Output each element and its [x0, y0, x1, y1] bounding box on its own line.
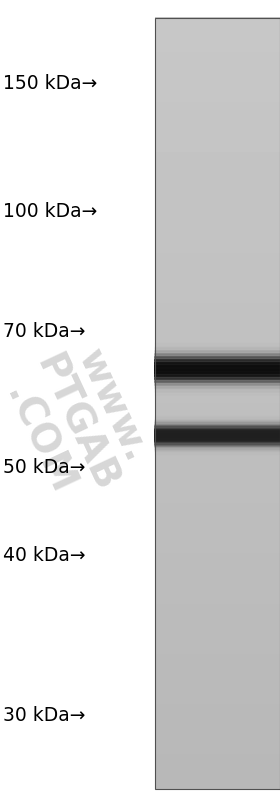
Text: 50 kDa→: 50 kDa→ [3, 458, 85, 477]
Text: 100 kDa→: 100 kDa→ [3, 202, 97, 221]
Bar [155, 18, 280, 789]
Text: 150 kDa→: 150 kDa→ [3, 74, 97, 93]
Text: www.
PTGAB
.COM: www. PTGAB .COM [0, 332, 161, 515]
Text: 70 kDa→: 70 kDa→ [3, 322, 85, 341]
Text: 40 kDa→: 40 kDa→ [3, 546, 85, 565]
Text: 30 kDa→: 30 kDa→ [3, 706, 85, 725]
Bar [155, 18, 280, 789]
